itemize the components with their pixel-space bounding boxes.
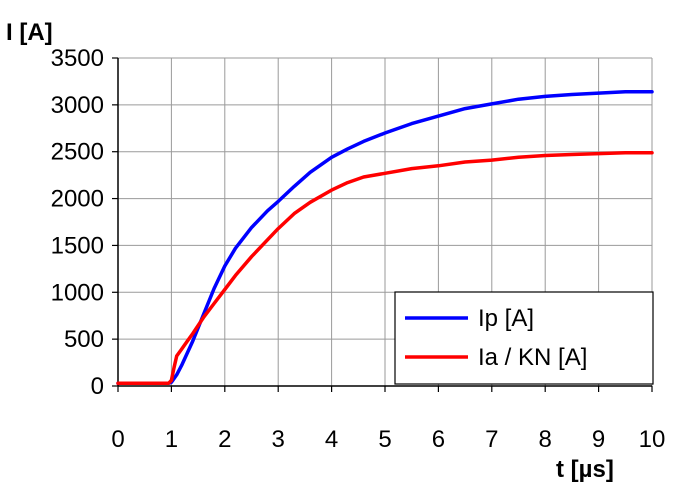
x-tick-label: 7 [485,426,498,453]
x-tick-label: 5 [378,426,391,453]
y-tick-label: 500 [64,326,104,353]
x-tick-label: 2 [218,426,231,453]
y-tick-label: 2000 [51,186,104,213]
grid [118,57,653,386]
series-line-0 [116,89,654,385]
x-tick-label: 8 [539,426,552,453]
y-tick-labels: 0 500 1000 1500 2000 2500 3000 3500 [51,45,104,400]
x-tick-labels: 0 1 2 3 4 5 6 7 8 9 10 [111,426,665,453]
series-lines [116,89,654,385]
x-tick-label: 4 [325,426,338,453]
x-tick-label: 9 [592,426,605,453]
legend-box [394,291,654,385]
x-tick-label: 1 [165,426,178,453]
y-axis-title: I [A] [6,19,53,46]
y-tick-label: 2500 [51,139,104,166]
x-tick-label: 0 [111,426,124,453]
x-tick-label: 10 [639,426,666,453]
x-tick-label: 3 [272,426,285,453]
legend-label-ia-kn: Ia / KN [A] [478,344,587,371]
axes [112,57,653,392]
legend: Ip [A] Ia / KN [A] [394,291,654,385]
x-tick-label: 6 [432,426,445,453]
series-line-1 [116,150,654,385]
y-tick-label: 3000 [51,92,104,119]
y-tick-label: 1000 [51,279,104,306]
legend-label-ip: Ip [A] [478,305,534,332]
x-axis-title: t [µs] [556,456,614,483]
y-tick-label: 0 [91,373,104,400]
y-tick-label: 3500 [51,45,104,72]
y-tick-label: 1500 [51,232,104,259]
